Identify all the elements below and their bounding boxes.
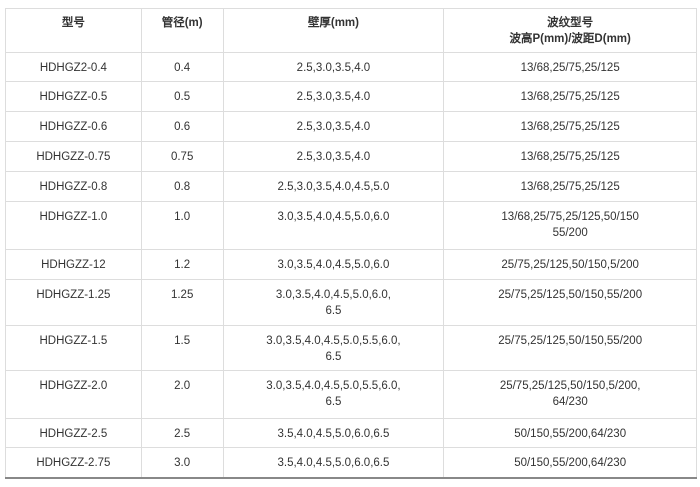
cell-line: 25/75,25/125,50/150,55/200 [498,335,643,347]
cell-line: 3.5,4.0,4.5,5.0,6.0,6.5 [277,457,390,469]
model-cell: HDHGZZ-1.25 [5,279,142,326]
diameter-cell: 0.4 [140,52,224,82]
diameter-cell: 0.8 [140,171,224,202]
model-cell: HDHGZZ-0.5 [5,81,142,112]
cell-line: 2.5,3.0,3.5,4.0 [296,62,371,74]
cell-line: 2.5,3.0,3.5,4.0 [296,121,371,133]
cell-line: 2.5,3.0,3.5,4.0 [296,151,371,163]
corrugation-cell: 25/75,25/125,50/150,5/200, 64/230 [443,370,697,419]
corrugation-cell: 25/75,25/125,50/150,55/200 [443,325,697,371]
wall-thickness-cell: 2.5,3.0,3.5,4.0 [222,111,445,142]
cell-line: 3.0,3.5,4.0,4.5,5.0,5.5,6.0, [266,335,401,347]
table-row: HDHGZZ-1.0 1.0 3.0,3.5,4.0,4.5,5.0,6.0 13/6… [5,201,697,250]
table-row: HDHGZZ-1.25 1.25 3.0,3.5,4.0,4.5,5.0,6.0, 6… [5,279,697,326]
diameter-cell: 0.6 [140,111,224,142]
wall-thickness-cell: 3.5,4.0,4.5,5.0,6.0,6.5 [222,418,445,448]
corrugation-cell: 13/68,25/75,25/125 [443,141,697,172]
cell-line: 25/75,25/125,50/150,55/200 [498,289,643,301]
model-cell: HDHGZZ-2.0 [5,370,142,419]
header-corrugation: 波纹型号 波高P(mm)/波距D(mm) [443,8,697,53]
corrugation-cell: 13/68,25/75,25/125 [443,81,697,112]
corrugation-cell: 13/68,25/75,25/125 [443,111,697,142]
diameter-cell: 3.0 [140,447,224,478]
spec-table: 型号 管径(m) 壁厚(mm) 波纹型号 波高P(mm)/波距D(mm) HDH… [5,8,697,479]
cell-line: 25/75,25/125,50/150,5/200, [499,380,641,392]
table-row: HDHGZZ-0.75 0.75 2.5,3.0,3.5,4.0 13/68,25/7… [5,141,697,172]
header-row: 型号 管径(m) 壁厚(mm) 波纹型号 波高P(mm)/波距D(mm) [5,8,697,53]
cell-line: 2.5,3.0,3.5,4.0,4.5,5.0 [277,181,390,193]
wall-thickness-cell: 2.5,3.0,3.5,4.0,4.5,5.0 [222,171,445,202]
diameter-cell: 1.0 [140,201,224,250]
cell-line: 13/68,25/75,25/125,50/150 [501,211,639,223]
table-row: HDHGZZ-2.0 2.0 3.0,3.5,4.0,4.5,5.0,5.5,6.0… [5,370,697,419]
diameter-cell: 1.5 [140,325,224,371]
model-cell: HDHGZZ-1.0 [5,201,142,250]
table-row: HDHGZZ-0.8 0.8 2.5,3.0,3.5,4.0,4.5,5.0 13/6… [5,171,697,202]
cell-line: 3.0,3.5,4.0,4.5,5.0,6.0, [275,289,391,301]
cell-line: 6.5 [325,396,342,408]
cell-line: 64/230 [552,396,588,408]
cell-line: 13/68,25/75,25/125 [520,181,620,193]
cell-line: 3.5,4.0,4.5,5.0,6.0,6.5 [277,428,390,440]
table-row: HDHGZZ-12 1.2 3.0,3.5,4.0,4.5,5.0,6.0 25/75… [5,249,697,280]
cell-line: 3.0,3.5,4.0,4.5,5.0,6.0 [277,211,390,223]
wall-thickness-cell: 2.5,3.0,3.5,4.0 [222,52,445,82]
cell-line: 6.5 [325,305,342,317]
table-row: HDHGZZ-0.5 0.5 2.5,3.0,3.5,4.0 13/68,25/75,… [5,81,697,112]
model-cell: HDHGZZ-1.5 [5,325,142,371]
cell-line: 13/68,25/75,25/125 [520,91,620,103]
header-corrugation-line: 波高P(mm)/波距D(mm) [509,33,631,45]
wall-thickness-cell: 3.0,3.5,4.0,4.5,5.0,5.5,6.0, 6.5 [222,370,445,419]
model-cell: HDHGZZ-0.6 [5,111,142,142]
model-cell: HDHGZ2-0.4 [5,52,142,82]
model-cell: HDHGZZ-0.8 [5,171,142,202]
corrugation-cell: 13/68,25/75,25/125 [443,52,697,82]
diameter-cell: 0.75 [140,141,224,172]
table-row: HDHGZZ-2.75 3.0 3.5,4.0,4.5,5.0,6.0,6.5 50/… [5,447,697,478]
cell-line: 25/75,25/125,50/150,5/200 [501,259,639,271]
table-row: HDHGZZ-2.5 2.5 3.5,4.0,4.5,5.0,6.0,6.5 50/1… [5,418,697,448]
wall-thickness-cell: 3.0,3.5,4.0,4.5,5.0,5.5,6.0, 6.5 [222,325,445,371]
cell-line: 13/68,25/75,25/125 [520,121,620,133]
corrugation-cell: 25/75,25/125,50/150,5/200 [443,249,697,280]
model-cell: HDHGZZ-2.75 [5,447,142,478]
corrugation-cell: 25/75,25/125,50/150,55/200 [443,279,697,326]
diameter-cell: 0.5 [140,81,224,112]
header-model: 型号 [5,8,142,53]
table-row: HDHGZZ-0.6 0.6 2.5,3.0,3.5,4.0 13/68,25/75,… [5,111,697,142]
wall-thickness-cell: 3.5,4.0,4.5,5.0,6.0,6.5 [222,447,445,478]
model-cell: HDHGZZ-0.75 [5,141,142,172]
model-cell: HDHGZZ-2.5 [5,418,142,448]
diameter-cell: 2.5 [140,418,224,448]
diameter-cell: 1.25 [140,279,224,326]
header-diameter: 管径(m) [140,8,224,53]
corrugation-cell: 13/68,25/75,25/125,50/150 55/200 [443,201,697,250]
table-row: HDHGZ2-0.4 0.4 2.5,3.0,3.5,4.0 13/68,25/75,… [5,52,697,82]
header-wall-thickness: 壁厚(mm) [222,8,445,53]
cell-line: 3.0,3.5,4.0,4.5,5.0,6.0 [277,259,390,271]
wall-thickness-cell: 3.0,3.5,4.0,4.5,5.0,6.0, 6.5 [222,279,445,326]
model-cell: HDHGZZ-12 [5,249,142,280]
wall-thickness-cell: 3.0,3.5,4.0,4.5,5.0,6.0 [222,249,445,280]
cell-line: 3.0,3.5,4.0,4.5,5.0,5.5,6.0, [266,380,401,392]
cell-line: 50/150,55/200,64/230 [514,457,627,469]
wall-thickness-cell: 2.5,3.0,3.5,4.0 [222,141,445,172]
header-corrugation-line: 波纹型号 [547,17,594,29]
cell-line: 50/150,55/200,64/230 [514,428,627,440]
cell-line: 2.5,3.0,3.5,4.0 [296,91,371,103]
diameter-cell: 2.0 [140,370,224,419]
wall-thickness-cell: 3.0,3.5,4.0,4.5,5.0,6.0 [222,201,445,250]
corrugation-cell: 13/68,25/75,25/125 [443,171,697,202]
corrugation-cell: 50/150,55/200,64/230 [443,418,697,448]
table-row: HDHGZZ-1.5 1.5 3.0,3.5,4.0,4.5,5.0,5.5,6.0… [5,325,697,371]
diameter-cell: 1.2 [140,249,224,280]
cell-line: 6.5 [325,351,342,363]
cell-line: 13/68,25/75,25/125 [520,62,620,74]
wall-thickness-cell: 2.5,3.0,3.5,4.0 [222,81,445,112]
corrugation-cell: 50/150,55/200,64/230 [443,447,697,478]
cell-line: 55/200 [552,227,588,239]
cell-line: 13/68,25/75,25/125 [520,151,620,163]
